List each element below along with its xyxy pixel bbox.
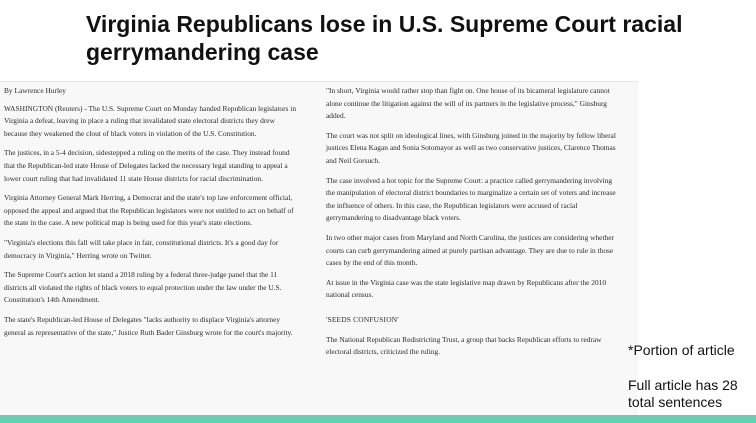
accent-bar [0,415,756,423]
article-paragraph: The state's Republican-led House of Dele… [4,314,293,337]
article-paragraph: The National Republican Redistricting Tr… [326,334,602,357]
article-paragraph: The justices, in a 5-4 decision, sideste… [4,148,290,183]
article-paragraph: At issue in the Virginia case was the st… [326,277,607,300]
portion-note: *Portion of article [628,342,735,358]
article-paragraph: Virginia Attorney General Mark Herring, … [4,193,294,228]
article-paragraph: "In short, Virginia would rather stop th… [326,86,610,121]
article-paragraph: The Supreme Court's action let stand a 2… [4,270,282,305]
article-column-left: By Lawrence Hurley WASHINGTON (Reuters) … [4,85,300,346]
article-paragraph: The court was not split on ideological l… [326,130,616,165]
article-paragraph: "Virginia's elections this fall will tak… [4,237,279,260]
sentence-count-note: Full article has 28 total sentences [628,377,738,410]
slide-title: Virginia Republicans lose in U.S. Suprem… [86,11,683,65]
article-section-heading: 'SEEDS CONFUSION' [326,314,399,324]
article-paragraph: WASHINGTON (Reuters) - The U.S. Supreme … [4,103,297,138]
article-paragraph: In two other major cases from Maryland a… [326,232,614,268]
article-byline: By Lawrence Hurley [4,86,66,95]
article-excerpt: By Lawrence Hurley WASHINGTON (Reuters) … [0,81,638,416]
article-column-right: "In short, Virginia would rather stop th… [326,85,620,366]
article-paragraph: The case involved a hot topic for the Su… [326,175,616,223]
